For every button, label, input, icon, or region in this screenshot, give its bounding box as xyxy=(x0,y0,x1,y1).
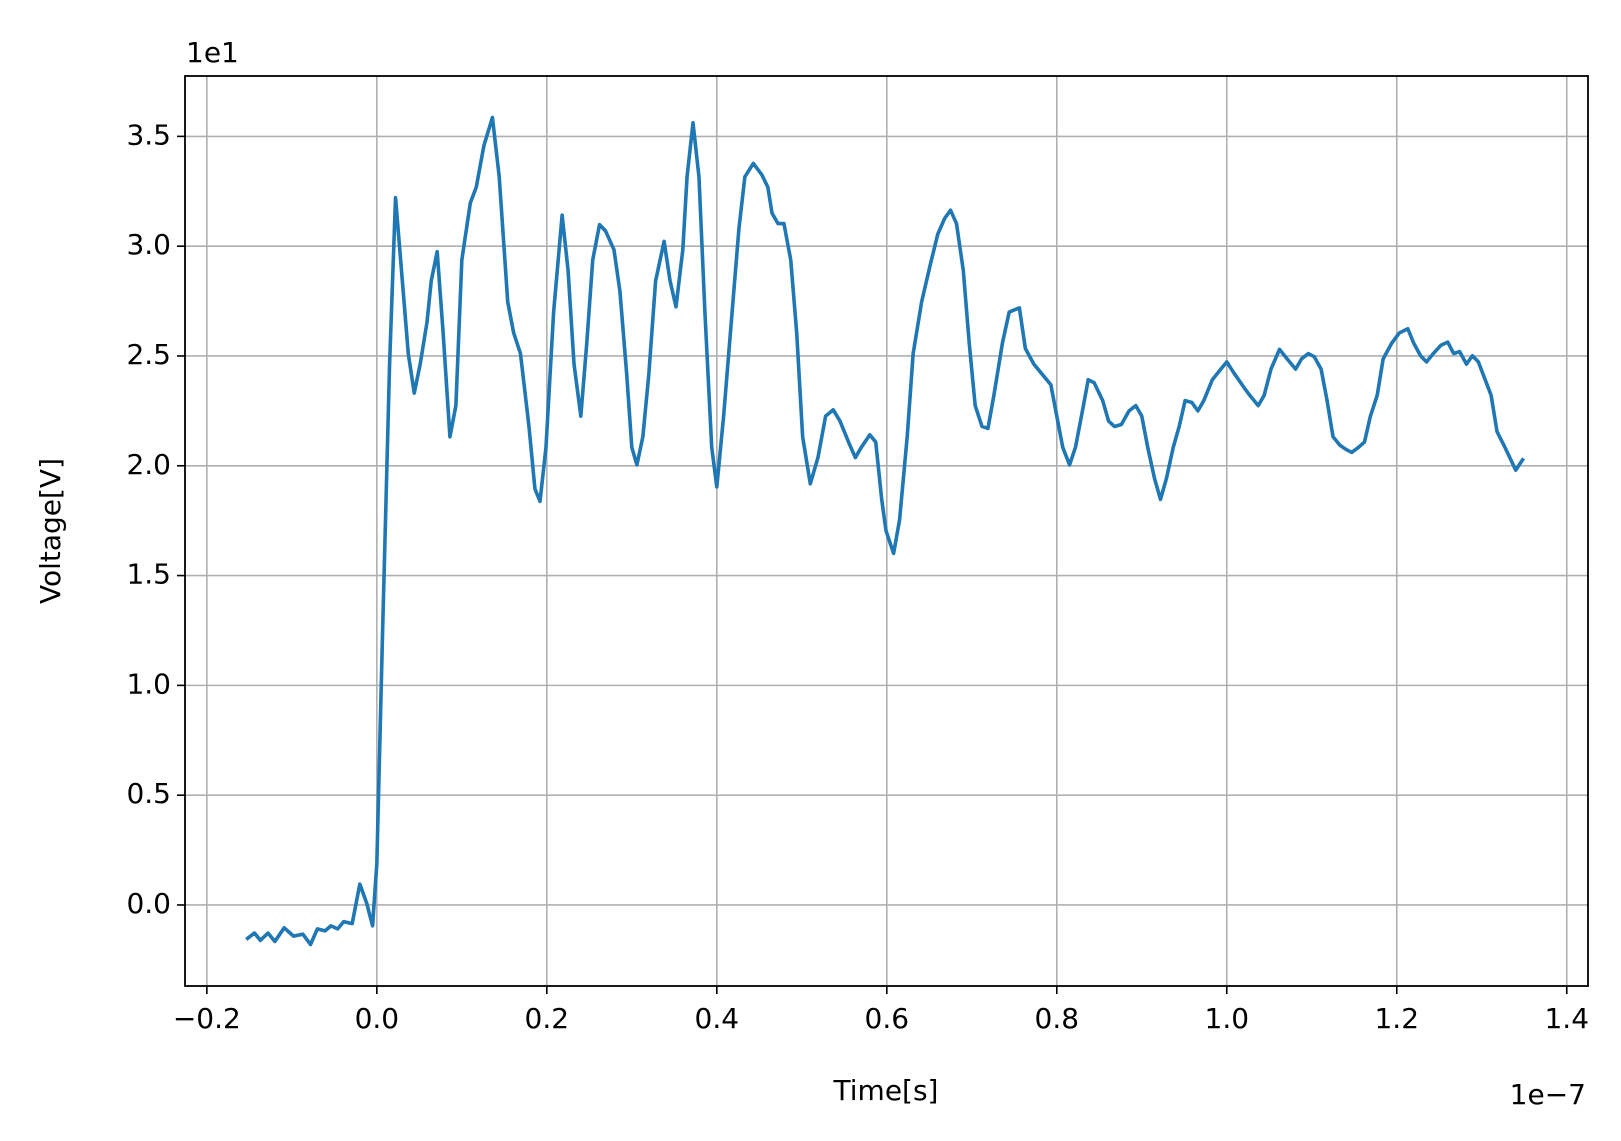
y-tick-label: 2.0 xyxy=(126,448,171,481)
x-offset-label: 1e−7 xyxy=(1510,1078,1586,1111)
x-tick-label: 0.8 xyxy=(1035,1002,1080,1035)
y-tick-label: 3.5 xyxy=(126,118,171,151)
data-line xyxy=(245,115,1526,947)
y-tick-label: 3.0 xyxy=(126,228,171,261)
x-axis-label: Time[s] xyxy=(833,1074,939,1107)
y-offset-label: 1e1 xyxy=(186,36,239,69)
y-tick-label: 0.0 xyxy=(126,887,171,920)
x-tick-label: 0.0 xyxy=(355,1002,400,1035)
x-tick-label: 1.2 xyxy=(1374,1002,1419,1035)
x-tick-label: 0.4 xyxy=(695,1002,740,1035)
x-tick-label: 0.6 xyxy=(865,1002,910,1035)
y-tick-label: 0.5 xyxy=(126,777,171,810)
x-tick-label: 0.2 xyxy=(525,1002,570,1035)
plot-frame xyxy=(184,75,1589,987)
y-tick-label: 2.5 xyxy=(126,338,171,371)
x-tick-label: 1.0 xyxy=(1205,1002,1250,1035)
x-tick-label: −0.2 xyxy=(173,1002,241,1035)
y-tick-label: 1.5 xyxy=(126,558,171,591)
y-tick-label: 1.0 xyxy=(126,667,171,700)
x-tick-label: 1.4 xyxy=(1544,1002,1589,1035)
y-axis-label: Voltage[V] xyxy=(34,458,67,604)
